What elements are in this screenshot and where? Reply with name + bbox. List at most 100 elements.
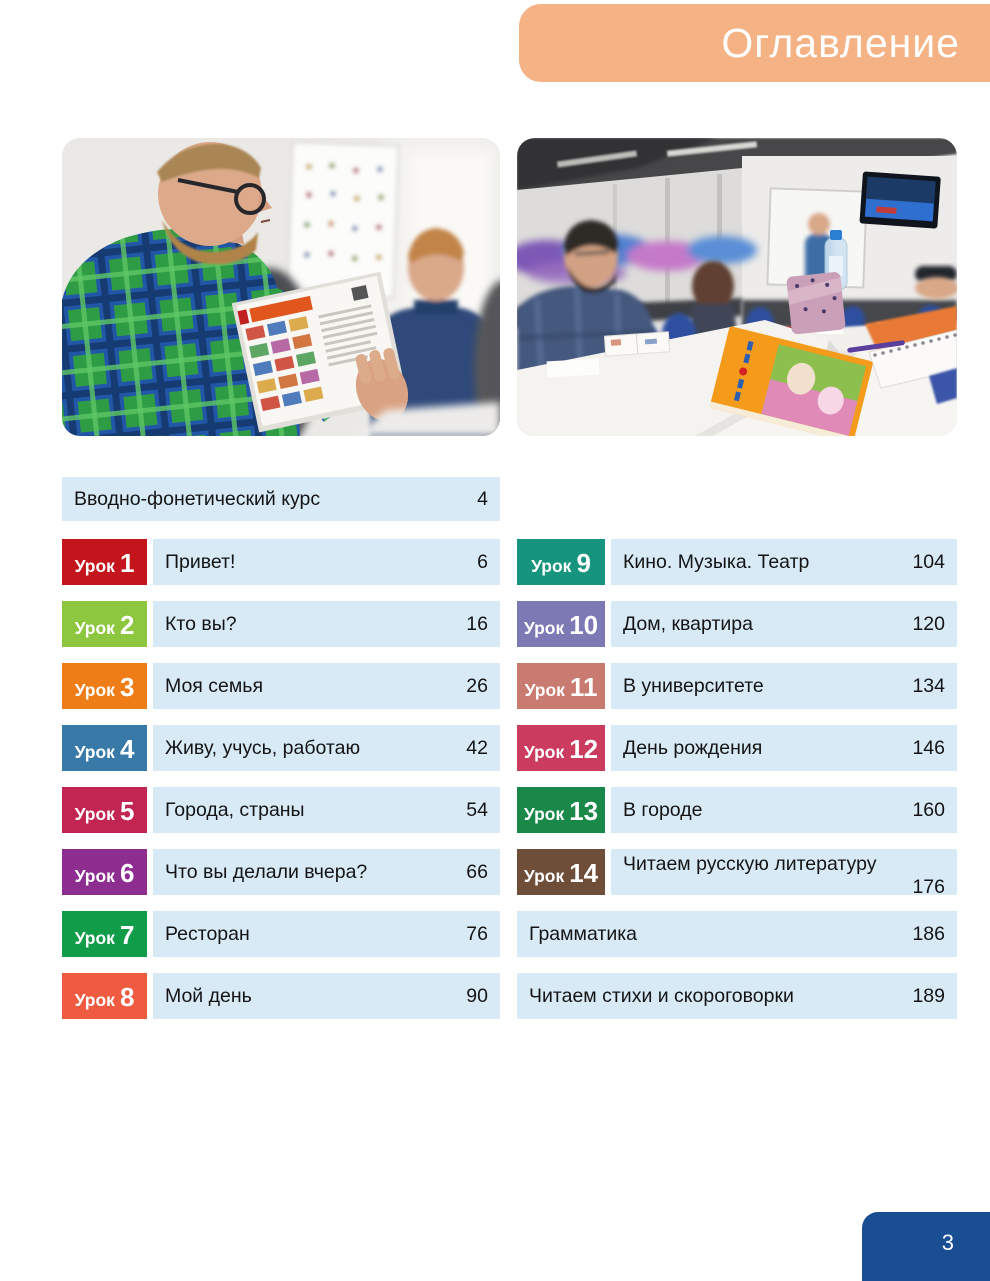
lesson-page-number: 176 (912, 876, 945, 898)
toc-title: Читаем стихи и скороговорки (529, 984, 794, 1007)
lesson-row-content: Города, страны 54 (153, 787, 500, 833)
toc-row-lesson-14: Урок 14 Читаем русскую литературу 176 (517, 849, 957, 898)
lesson-badge: Урок 12 (517, 725, 605, 771)
badge-number: 8 (119, 982, 135, 1012)
badge-word: Урок (74, 866, 115, 886)
toc-row-lesson-5: Урок 5 Города, страны 54 (62, 787, 500, 833)
lesson-row-content: Дом, квартира 120 (611, 601, 957, 647)
lesson-badge: Урок 4 (62, 725, 147, 771)
toc-row-lesson-1: Урок 1 Привет! 6 (62, 539, 500, 585)
toc-column-right: Урок 9 Кино. Музыка. Театр 104 Урок 10 Д… (517, 539, 957, 1035)
badge-word: Урок (74, 680, 115, 700)
lesson-row-content: Ресторан 76 (153, 911, 500, 957)
toc-row-lesson-10: Урок 10 Дом, квартира 120 (517, 601, 957, 647)
toc-row-lesson-3: Урок 3 Моя семья 26 (62, 663, 500, 709)
spiral-notebook (868, 329, 957, 389)
toc-row-lesson-11: Урок 11 В университете 134 (517, 663, 957, 709)
lesson-badge: Урок 5 (62, 787, 147, 833)
lesson-page-number: 16 (466, 612, 488, 635)
lesson-title: Кто вы? (165, 612, 237, 635)
classroom-photo-right (517, 138, 957, 436)
lesson-row-content: День рождения 146 (611, 725, 957, 771)
page-number: 3 (941, 1229, 954, 1255)
textbook (709, 326, 873, 436)
lesson-badge: Урок 10 (517, 601, 605, 647)
lesson-row-content: Кино. Музыка. Театр 104 (611, 539, 957, 585)
lesson-row-content: Привет! 6 (153, 539, 500, 585)
lesson-page-number: 146 (912, 736, 945, 759)
badge-number: 12 (569, 734, 599, 764)
lesson-title: Ресторан (165, 922, 250, 945)
badge-number: 3 (119, 672, 135, 702)
toc-page-number: 189 (912, 984, 945, 1007)
toc-row-grammar: Грамматика 186 (517, 911, 957, 957)
lesson-title: Живу, учусь, работаю (165, 736, 361, 759)
lesson-badge: Урок 1 (62, 539, 147, 585)
glasses-icon (234, 183, 266, 215)
lesson-page-number: 134 (912, 674, 945, 697)
lesson-title: День рождения (623, 736, 763, 759)
lesson-badge: Урок 3 (62, 663, 147, 709)
lesson-row-content: Кто вы? 16 (153, 601, 500, 647)
lesson-row-content: В университете 134 (611, 663, 957, 709)
lesson-title: Что вы делали вчера? (165, 860, 368, 883)
badge-word: Урок (524, 680, 565, 700)
page-title: Оглавление (721, 19, 960, 66)
toc-page-number: 4 (477, 487, 488, 510)
lesson-title: Мой день (165, 984, 252, 1007)
lesson-page-number: 76 (466, 922, 488, 945)
toc-row-intro: Вводно-фонетический курс 4 (62, 477, 500, 521)
badge-number: 2 (119, 610, 135, 640)
badge-number: 11 (569, 672, 598, 702)
lesson-row-content: Мой день 90 (153, 973, 500, 1019)
badge-number: 5 (119, 796, 135, 826)
lesson-badge: Урок 9 (517, 539, 605, 585)
toc-row-lesson-13: Урок 13 В городе 160 (517, 787, 957, 833)
toc-row-lesson-2: Урок 2 Кто вы? 16 (62, 601, 500, 647)
lesson-page-number: 90 (466, 984, 488, 1007)
badge-number: 9 (576, 548, 591, 578)
lesson-page-number: 42 (466, 736, 488, 759)
hand (355, 348, 409, 422)
badge-number: 14 (569, 858, 599, 888)
badge-number: 10 (569, 610, 599, 640)
badge-word: Урок (74, 742, 115, 762)
toc-title: Грамматика (529, 922, 638, 945)
badge-word: Урок (74, 990, 115, 1010)
lesson-title: Читаем русскую литературу (623, 853, 877, 875)
lesson-title: В университете (623, 674, 764, 697)
lesson-page-number: 26 (466, 674, 488, 697)
lesson-row-content: Что вы делали вчера? 66 (153, 849, 500, 895)
chapter-header-banner: Оглавление (519, 4, 990, 82)
badge-number: 6 (119, 858, 135, 888)
badge-word: Урок (523, 618, 565, 638)
badge-word: Урок (523, 866, 565, 886)
toc-row-lesson-4: Урок 4 Живу, учусь, работаю 42 (62, 725, 500, 771)
badge-number: 7 (119, 920, 135, 950)
page-number-tab: 3 (862, 1212, 990, 1281)
badge-word: Урок (523, 804, 565, 824)
lesson-page-number: 54 (466, 798, 488, 821)
badge-word: Урок (74, 556, 115, 576)
toc-title: Вводно-фонетический курс (74, 487, 321, 510)
lesson-title: Кино. Музыка. Театр (623, 550, 810, 573)
badge-word: Урок (74, 804, 115, 824)
lesson-badge: Урок 14 (517, 849, 605, 895)
badge-word: Урок (531, 556, 572, 576)
lesson-badge: Урок 8 (62, 973, 147, 1019)
toc-row-lesson-12: Урок 12 День рождения 146 (517, 725, 957, 771)
lesson-badge: Урок 2 (62, 601, 147, 647)
lesson-title: Моя семья (165, 674, 264, 697)
badge-number: 13 (569, 796, 599, 826)
lesson-title: В городе (623, 798, 703, 821)
lesson-page-number: 66 (466, 860, 488, 883)
lesson-title: Привет! (165, 550, 236, 573)
wall-poster (286, 141, 400, 299)
lesson-badge: Урок 7 (62, 911, 147, 957)
tv-screen (859, 171, 941, 229)
lesson-badge: Урок 11 (517, 663, 605, 709)
toc-row-poems: Читаем стихи и скороговорки 189 (517, 973, 957, 1019)
lesson-row-content: Читаем русскую литературу 176 (611, 849, 957, 898)
lesson-badge: Урок 6 (62, 849, 147, 895)
lesson-page-number: 104 (912, 550, 945, 573)
